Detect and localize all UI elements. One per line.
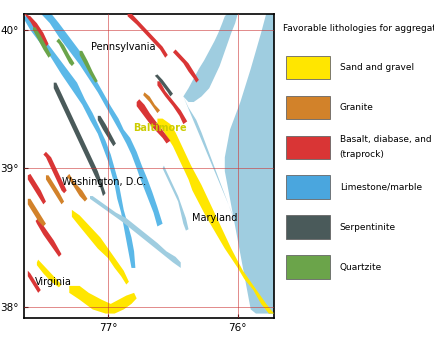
- Polygon shape: [90, 196, 180, 268]
- FancyBboxPatch shape: [285, 96, 329, 119]
- Polygon shape: [157, 119, 273, 314]
- Polygon shape: [43, 152, 66, 193]
- Text: Washington, D.C.: Washington, D.C.: [62, 176, 146, 187]
- Text: Serpentinite: Serpentinite: [339, 223, 395, 232]
- Text: Baltimore: Baltimore: [133, 123, 186, 133]
- Polygon shape: [28, 199, 46, 226]
- Polygon shape: [173, 49, 198, 83]
- Text: Virginia: Virginia: [35, 277, 72, 287]
- Polygon shape: [24, 16, 135, 268]
- Text: Granite: Granite: [339, 103, 373, 112]
- Polygon shape: [79, 51, 98, 83]
- Text: Pennsylvania: Pennsylvania: [91, 42, 156, 52]
- Text: Maryland: Maryland: [191, 213, 237, 223]
- Polygon shape: [127, 14, 168, 58]
- Polygon shape: [69, 286, 136, 314]
- FancyBboxPatch shape: [285, 56, 329, 79]
- FancyBboxPatch shape: [285, 136, 329, 159]
- Polygon shape: [28, 174, 46, 204]
- Text: Quartzite: Quartzite: [339, 263, 381, 271]
- Polygon shape: [56, 39, 74, 66]
- Text: (traprock): (traprock): [339, 150, 384, 159]
- Polygon shape: [72, 210, 128, 285]
- Polygon shape: [66, 174, 87, 201]
- Polygon shape: [183, 14, 273, 314]
- Polygon shape: [98, 116, 116, 146]
- Text: Favorable lithologies for aggregate: Favorable lithologies for aggregate: [282, 24, 434, 33]
- Text: Sand and gravel: Sand and gravel: [339, 63, 413, 72]
- Polygon shape: [157, 81, 187, 124]
- Polygon shape: [24, 14, 162, 226]
- Polygon shape: [24, 14, 49, 47]
- Polygon shape: [28, 271, 41, 293]
- Polygon shape: [46, 175, 64, 204]
- Polygon shape: [183, 14, 237, 102]
- FancyBboxPatch shape: [285, 215, 329, 239]
- Polygon shape: [136, 99, 170, 144]
- Text: Basalt, diabase, and gabbro: Basalt, diabase, and gabbro: [339, 136, 434, 144]
- Polygon shape: [54, 83, 105, 196]
- FancyBboxPatch shape: [285, 175, 329, 199]
- Polygon shape: [33, 27, 51, 58]
- Polygon shape: [24, 14, 273, 318]
- Polygon shape: [36, 218, 61, 257]
- Polygon shape: [37, 260, 61, 287]
- Text: Limestone/marble: Limestone/marble: [339, 183, 421, 192]
- Polygon shape: [162, 166, 188, 231]
- FancyBboxPatch shape: [285, 255, 329, 279]
- Polygon shape: [155, 74, 173, 96]
- Polygon shape: [143, 92, 160, 113]
